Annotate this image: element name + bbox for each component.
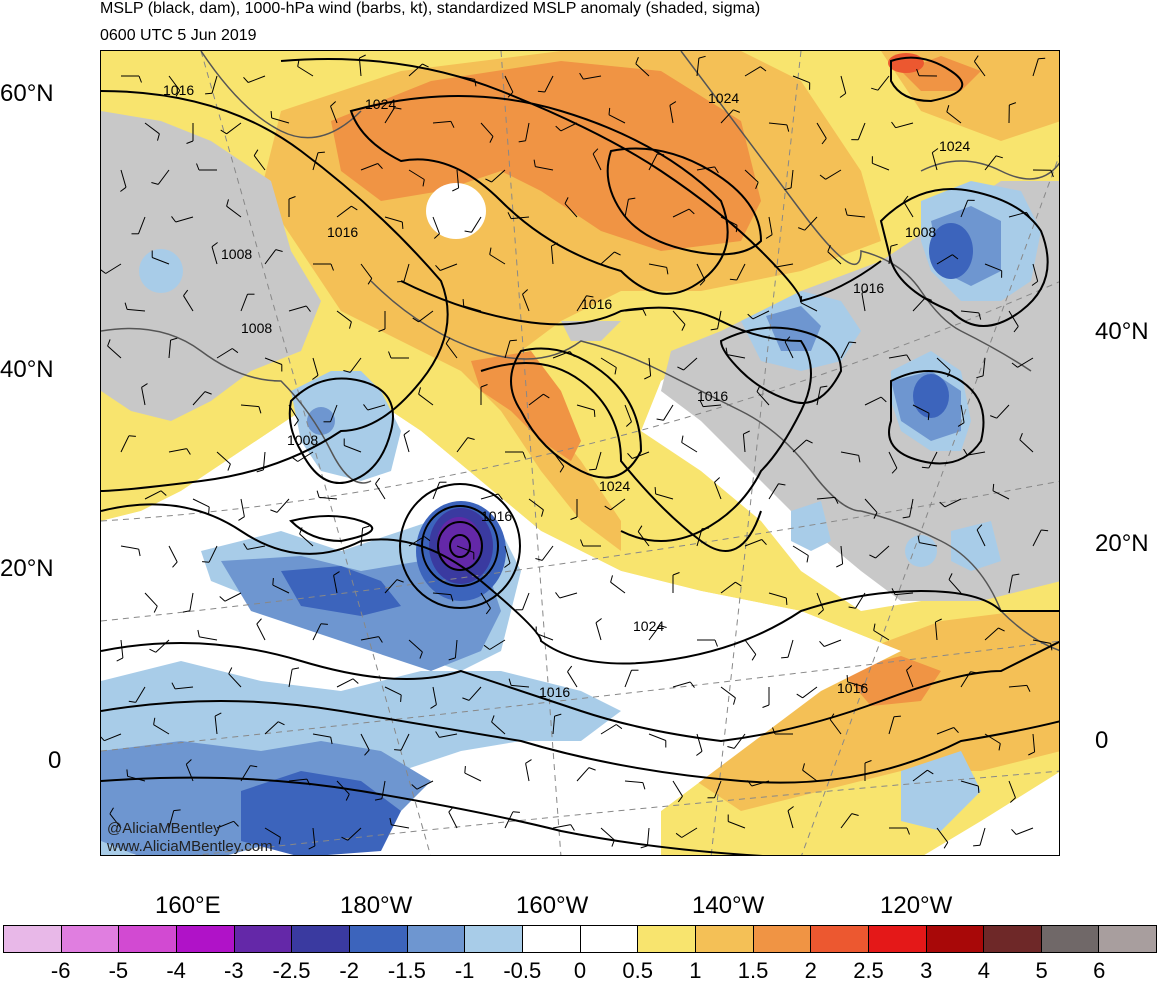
map-valid-time: 0600 UTC 5 Jun 2019 <box>100 27 257 45</box>
lat-label-left: 40°N <box>0 356 54 384</box>
colorbar-label: -2.5 <box>273 958 311 984</box>
contour-label: 1008 <box>221 246 252 262</box>
contour-label: 1016 <box>697 388 728 404</box>
colorbar-label: 3 <box>920 958 932 984</box>
colorbar-segment <box>1099 926 1156 952</box>
colorbar-label: -1.5 <box>388 958 426 984</box>
contour-label: 1024 <box>365 96 396 112</box>
map-panel: 1016 1024 1024 1024 1016 1008 1016 1008 … <box>100 50 1060 856</box>
contour-label: 1016 <box>163 82 194 98</box>
colorbar-segment <box>754 926 812 952</box>
colorbar-label: 1 <box>689 958 701 984</box>
colorbar-label: 1.5 <box>738 958 769 984</box>
lon-label: 120°W <box>880 892 952 920</box>
contour-label: 1016 <box>837 680 868 696</box>
colorbar-label: 0 <box>574 958 586 984</box>
colorbar-segment <box>119 926 177 952</box>
colorbar-segment <box>235 926 293 952</box>
lon-label: 160°W <box>516 892 588 920</box>
contour-label: 1016 <box>581 296 612 312</box>
lon-label: 160°E <box>155 892 221 920</box>
colorbar-segment <box>292 926 350 952</box>
lon-label: 180°W <box>340 892 412 920</box>
colorbar-label: -2 <box>339 958 359 984</box>
lat-label-left: 60°N <box>0 80 54 108</box>
lat-label-left: 0 <box>48 747 61 775</box>
lat-label-left: 20°N <box>0 555 54 583</box>
colorbar-segment <box>4 926 62 952</box>
lat-label-right: 20°N <box>1095 530 1149 558</box>
colorbar-segment <box>696 926 754 952</box>
contour-label: 1024 <box>708 90 739 106</box>
credit-url: www.AliciaMBentley.com <box>106 838 273 855</box>
colorbar-label: -1 <box>455 958 475 984</box>
map-title: MSLP (black, dam), 1000-hPa wind (barbs,… <box>100 0 760 18</box>
contour-label: 1016 <box>481 508 512 524</box>
colorbar-label: -4 <box>166 958 186 984</box>
colorbar-label: 2 <box>805 958 817 984</box>
colorbar-segment <box>62 926 120 952</box>
colorbar-segment <box>177 926 235 952</box>
colorbar-segment <box>465 926 523 952</box>
contour-label: 1008 <box>287 432 318 448</box>
colorbar-label: -5 <box>109 958 129 984</box>
contour-label: 1016 <box>539 684 570 700</box>
map-canvas: 1016 1024 1024 1024 1016 1008 1016 1008 … <box>101 51 1060 856</box>
contour-label: 1024 <box>599 478 630 494</box>
colorbar <box>3 925 1157 953</box>
anomaly-neutral-center <box>426 183 486 239</box>
colorbar-segment <box>869 926 927 952</box>
colorbar-segment <box>523 926 581 952</box>
colorbar-label: 2.5 <box>853 958 884 984</box>
colorbar-segment <box>350 926 408 952</box>
colorbar-label: -3 <box>224 958 244 984</box>
contour-label: 1008 <box>241 320 272 336</box>
colorbar-segment <box>927 926 985 952</box>
colorbar-label: -0.5 <box>503 958 541 984</box>
colorbar-segment <box>1042 926 1100 952</box>
colorbar-segment <box>581 926 639 952</box>
anomaly-positive-peak <box>888 53 924 73</box>
contour-label: 1024 <box>633 618 664 634</box>
colorbar-segment <box>408 926 466 952</box>
contour-label: 1024 <box>939 138 970 154</box>
credit-handle: @AliciaMBentley <box>107 820 221 837</box>
colorbar-label: 4 <box>978 958 990 984</box>
colorbar-segment <box>638 926 696 952</box>
lon-label: 140°W <box>692 892 764 920</box>
colorbar-label: 0.5 <box>622 958 653 984</box>
contour-label: 1016 <box>327 224 358 240</box>
colorbar-label: 6 <box>1093 958 1105 984</box>
contour-label: 1016 <box>853 280 884 296</box>
colorbar-segment <box>811 926 869 952</box>
colorbar-label: -6 <box>51 958 71 984</box>
colorbar-label: 5 <box>1035 958 1047 984</box>
colorbar-segment <box>984 926 1042 952</box>
lat-label-right: 40°N <box>1095 318 1149 346</box>
lat-label-right: 0 <box>1095 727 1108 755</box>
contour-label: 1008 <box>905 224 936 240</box>
